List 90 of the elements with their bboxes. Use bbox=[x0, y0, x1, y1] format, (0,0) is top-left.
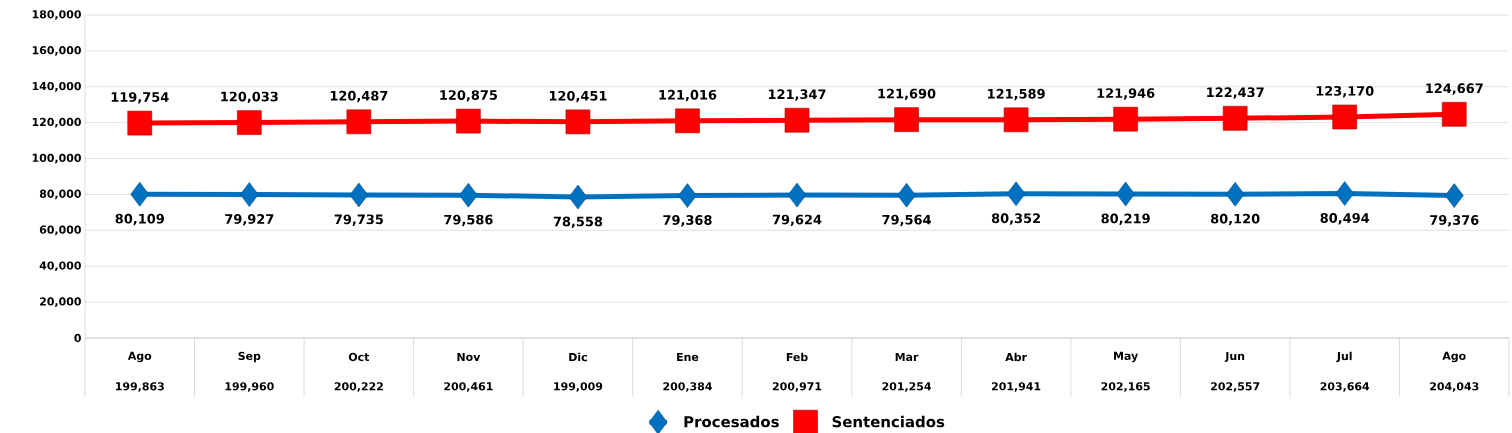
point bbox=[130, 181, 150, 207]
data-label: 119,754 bbox=[111, 92, 169, 104]
point bbox=[349, 182, 369, 208]
y-tick-label: 180,000 bbox=[32, 10, 81, 20]
point bbox=[565, 109, 591, 135]
point bbox=[456, 108, 481, 134]
legend-label: Sentenciados bbox=[832, 415, 945, 428]
x-tick-label: Jun bbox=[1224, 351, 1245, 363]
data-label: 121,589 bbox=[988, 88, 1045, 101]
point bbox=[784, 107, 810, 133]
point bbox=[675, 108, 700, 134]
text: 201,941 bbox=[991, 382, 1041, 392]
x-tick-label: Mar bbox=[895, 352, 919, 362]
point bbox=[894, 107, 919, 132]
data-label: 121,347 bbox=[768, 89, 826, 101]
point bbox=[678, 183, 697, 208]
x-tick-label: Abr bbox=[1005, 352, 1027, 362]
data-label: 124,667 bbox=[1426, 83, 1483, 95]
point bbox=[1444, 183, 1464, 208]
point bbox=[346, 109, 372, 135]
text: 201,254 bbox=[882, 382, 932, 392]
point bbox=[1332, 104, 1357, 130]
text: 202,557 bbox=[1211, 382, 1260, 392]
y-tick-label: 140,000 bbox=[32, 81, 81, 92]
text: 200,461 bbox=[444, 382, 493, 392]
data-label: 80,352 bbox=[991, 213, 1040, 225]
x-tick-label: Sep bbox=[238, 351, 261, 363]
y-tick-label: 100,000 bbox=[32, 153, 81, 164]
text: 200,222 bbox=[334, 382, 383, 392]
data-label: 120,451 bbox=[549, 90, 607, 103]
point bbox=[897, 182, 916, 208]
text: 199,009 bbox=[554, 382, 603, 392]
data-label: 78,558 bbox=[553, 216, 603, 229]
point bbox=[1116, 181, 1135, 207]
data-label: 121,946 bbox=[1097, 88, 1155, 100]
data-label: 79,624 bbox=[772, 214, 822, 227]
legend-label: Procesados bbox=[684, 415, 779, 428]
point bbox=[240, 182, 259, 207]
point bbox=[1003, 107, 1029, 133]
point bbox=[237, 110, 262, 135]
point bbox=[459, 182, 478, 208]
data-label: 121,690 bbox=[878, 88, 936, 101]
x-tick-label: Ene bbox=[677, 352, 699, 362]
x-tick-label: Dic bbox=[569, 352, 587, 362]
point bbox=[127, 110, 153, 136]
y-tick-label: 60,000 bbox=[39, 225, 81, 236]
text: 204,043 bbox=[1430, 382, 1479, 392]
x-tick-label: May bbox=[1114, 351, 1138, 363]
text: 199,863 bbox=[116, 382, 164, 392]
text: 200,971 bbox=[772, 382, 822, 392]
data-label: 80,494 bbox=[1320, 213, 1370, 225]
data-label: 80,219 bbox=[1101, 213, 1150, 226]
x-tick-label: Feb bbox=[786, 352, 808, 362]
data-label: 121,016 bbox=[659, 89, 717, 102]
data-label: 79,368 bbox=[663, 215, 712, 227]
data-label: 123,170 bbox=[1316, 86, 1374, 98]
data-label: 122,437 bbox=[1207, 87, 1264, 99]
text: 202,165 bbox=[1101, 382, 1150, 392]
text: 200,384 bbox=[663, 382, 712, 392]
point bbox=[1113, 106, 1138, 132]
x-tick-label: Ago bbox=[1442, 351, 1466, 363]
data-label: 79,735 bbox=[334, 214, 383, 226]
data-label: 120,487 bbox=[330, 90, 388, 103]
y-tick-label: 160,000 bbox=[32, 46, 81, 56]
data-label: 79,586 bbox=[444, 214, 493, 227]
text: 203,664 bbox=[1320, 382, 1370, 392]
data-label: 79,927 bbox=[225, 214, 274, 226]
data-label: 80,109 bbox=[115, 213, 164, 226]
data-label: 80,120 bbox=[1210, 213, 1260, 226]
data-label: 120,875 bbox=[440, 90, 497, 102]
point bbox=[1441, 101, 1467, 127]
data-label: 79,376 bbox=[1430, 215, 1479, 227]
x-tick-label: Oct bbox=[348, 352, 370, 362]
point bbox=[1335, 181, 1354, 206]
y-tick-label: 120,000 bbox=[32, 117, 81, 128]
y-tick-label: 20,000 bbox=[40, 297, 81, 307]
point bbox=[787, 182, 807, 208]
x-tick-label: Nov bbox=[457, 352, 481, 362]
y-tick-label: 0 bbox=[74, 333, 81, 343]
y-tick-label: 40,000 bbox=[39, 261, 81, 272]
point bbox=[568, 184, 588, 210]
y-tick-label: 80,000 bbox=[39, 189, 81, 200]
text: 199,960 bbox=[225, 382, 274, 392]
point bbox=[1225, 181, 1245, 207]
x-tick-label: Jul bbox=[1336, 351, 1352, 363]
point bbox=[1222, 105, 1248, 131]
point bbox=[1006, 181, 1026, 207]
data-label: 79,564 bbox=[882, 214, 931, 227]
x-tick-label: Ago bbox=[127, 351, 152, 363]
data-label: 120,033 bbox=[221, 91, 278, 104]
